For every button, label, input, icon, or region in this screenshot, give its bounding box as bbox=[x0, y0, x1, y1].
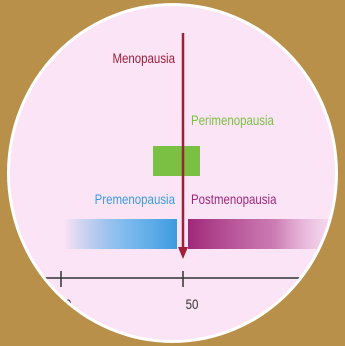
menopause-label: Menopausia bbox=[112, 50, 175, 66]
postmenopause-bar bbox=[188, 219, 333, 249]
axis-label-40: 40 bbox=[59, 296, 72, 312]
axis-label-50: 50 bbox=[186, 296, 199, 312]
menopause-timeline-diagram: Menopausia Perimenopausia Premenopausia … bbox=[43, 33, 333, 312]
premenopause-label: Premenopausia bbox=[95, 191, 176, 207]
perimenopause-label: Perimenopausia bbox=[191, 112, 275, 128]
diagram-disc: Menopausia Perimenopausia Premenopausia … bbox=[7, 3, 338, 343]
premenopause-bar bbox=[63, 219, 177, 249]
postmenopause-label: Postmenopausia bbox=[191, 191, 277, 207]
perimenopause-bar bbox=[153, 146, 200, 176]
menopause-arrowhead bbox=[178, 247, 188, 259]
